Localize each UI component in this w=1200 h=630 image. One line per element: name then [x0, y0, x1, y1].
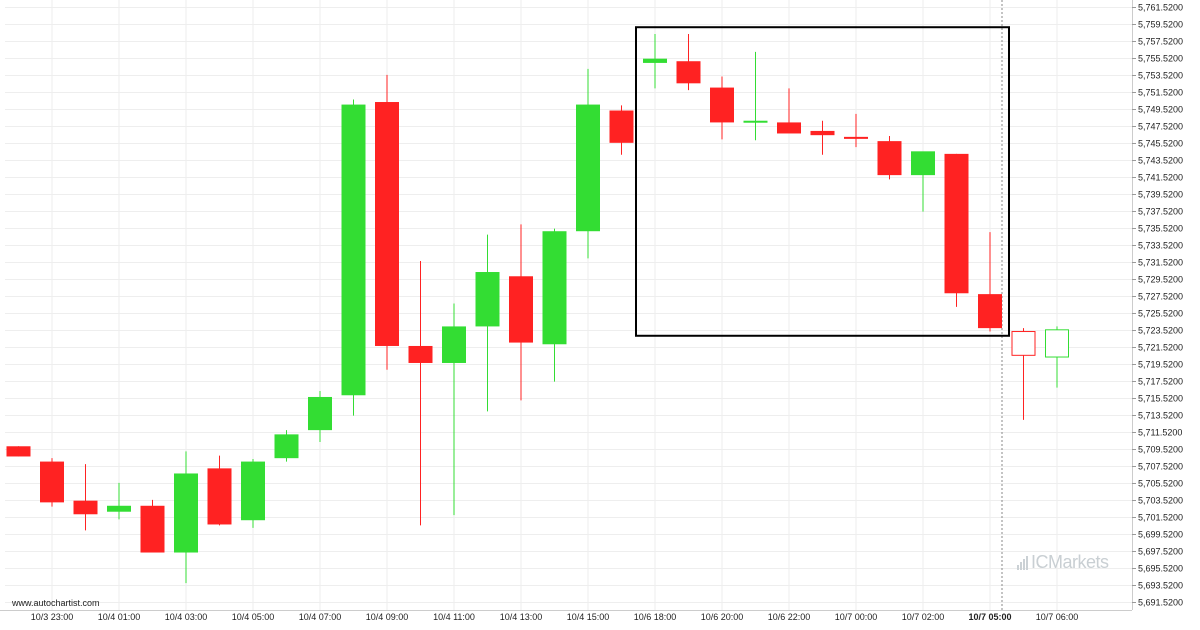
candle-body	[743, 120, 768, 123]
y-tick-label: 5,737.5200	[1138, 207, 1183, 217]
x-tick-label: 10/6 20:00	[701, 612, 744, 622]
y-tick-label: 5,709.5200	[1138, 445, 1183, 455]
x-tick-label: 10/4 09:00	[366, 612, 409, 622]
y-tick-label: 5,701.5200	[1138, 513, 1183, 523]
credit-text: www.autochartist.com	[12, 598, 100, 608]
pattern-highlight-box	[635, 26, 1010, 337]
y-tick-label: 5,729.5200	[1138, 275, 1183, 285]
candle-body	[6, 446, 31, 457]
brand-name: Markets	[1048, 552, 1109, 572]
y-tick-label: 5,749.5200	[1138, 105, 1183, 115]
candle-body	[609, 110, 634, 143]
y-tick-label: 5,739.5200	[1138, 190, 1183, 200]
y-tick-label: 5,697.5200	[1138, 547, 1183, 557]
y-tick-label: 5,705.5200	[1138, 479, 1183, 489]
candle-body	[643, 58, 667, 63]
x-tick-label: 10/7 06:00	[1036, 612, 1079, 622]
forecast-candle-body	[1045, 329, 1069, 358]
candle-body	[241, 461, 265, 521]
y-tick-label: 5,747.5200	[1138, 122, 1183, 132]
y-tick-label: 5,695.5200	[1138, 564, 1183, 574]
candle-body	[308, 396, 332, 431]
y-tick-label: 5,725.5200	[1138, 309, 1183, 319]
y-tick-label: 5,703.5200	[1138, 496, 1183, 506]
y-tick-label: 5,759.5200	[1138, 20, 1183, 30]
forecast-candle-body	[1011, 331, 1036, 356]
candle-body	[978, 294, 1002, 329]
candle-body	[542, 231, 567, 345]
x-tick-label: 10/4 01:00	[98, 612, 141, 622]
y-tick-label: 5,761.5200	[1138, 3, 1183, 13]
y-tick-label: 5,731.5200	[1138, 258, 1183, 268]
y-tick-label: 5,693.5200	[1138, 581, 1183, 591]
candle-body	[844, 136, 868, 139]
brand-logo: IC Markets	[1017, 552, 1109, 573]
y-tick-label: 5,715.5200	[1138, 394, 1183, 404]
y-tick-label: 5,721.5200	[1138, 343, 1183, 353]
y-tick-label: 5,753.5200	[1138, 71, 1183, 81]
x-tick-label: 10/4 13:00	[500, 612, 543, 622]
y-tick-label: 5,711.5200	[1138, 428, 1182, 438]
y-tick-label: 5,733.5200	[1138, 241, 1183, 251]
candle-body	[408, 345, 433, 363]
candle-body	[341, 104, 366, 396]
y-tick-label: 5,713.5200	[1138, 411, 1183, 421]
x-tick-label: 10/6 18:00	[634, 612, 677, 622]
y-tick-label: 5,723.5200	[1138, 326, 1183, 336]
x-tick-label: 10/7 00:00	[835, 612, 878, 622]
candle-body	[140, 505, 165, 553]
x-tick-label: 10/7 05:00	[968, 612, 1011, 622]
y-tick-label: 5,719.5200	[1138, 360, 1183, 370]
y-tick-label: 5,743.5200	[1138, 156, 1183, 166]
x-tick-label: 10/3 23:00	[31, 612, 74, 622]
candle-body	[911, 151, 935, 176]
candle-body	[174, 473, 198, 553]
candle-body	[710, 87, 734, 123]
y-tick-label: 5,741.5200	[1138, 173, 1183, 183]
x-tick-label: 10/4 07:00	[299, 612, 342, 622]
y-tick-label: 5,691.5200	[1138, 598, 1183, 608]
y-tick-label: 5,717.5200	[1138, 377, 1183, 387]
candle-body	[676, 61, 701, 84]
x-tick-label: 10/4 15:00	[567, 612, 610, 622]
x-tick-label: 10/4 05:00	[232, 612, 275, 622]
y-tick-label: 5,755.5200	[1138, 54, 1183, 64]
x-tick-label: 10/6 22:00	[768, 612, 811, 622]
candle-body	[777, 122, 801, 134]
candle-body	[944, 153, 969, 294]
candle-body	[73, 500, 98, 515]
candle-body	[442, 326, 466, 363]
candle-body	[576, 104, 600, 232]
brand-bars-icon	[1017, 555, 1028, 570]
candle-body	[274, 434, 299, 459]
candle-body	[810, 130, 835, 136]
y-tick-label: 5,727.5200	[1138, 292, 1183, 302]
y-tick-label: 5,745.5200	[1138, 139, 1183, 149]
y-tick-label: 5,751.5200	[1138, 88, 1183, 98]
candle-body	[475, 272, 500, 327]
candle-body	[107, 505, 131, 512]
brand-prefix: IC	[1031, 552, 1049, 572]
candle-body	[40, 461, 64, 503]
x-tick-label: 10/4 11:00	[433, 612, 475, 622]
candle-body	[207, 468, 232, 525]
y-tick-label: 5,707.5200	[1138, 462, 1183, 472]
candle-body	[877, 141, 902, 176]
candle-body	[509, 276, 533, 343]
candle-body	[375, 102, 399, 346]
y-tick-label: 5,699.5200	[1138, 530, 1183, 540]
x-tick-label: 10/4 03:00	[165, 612, 208, 622]
x-tick-label: 10/7 02:00	[902, 612, 945, 622]
y-tick-label: 5,735.5200	[1138, 224, 1183, 234]
y-tick-label: 5,757.5200	[1138, 37, 1183, 47]
